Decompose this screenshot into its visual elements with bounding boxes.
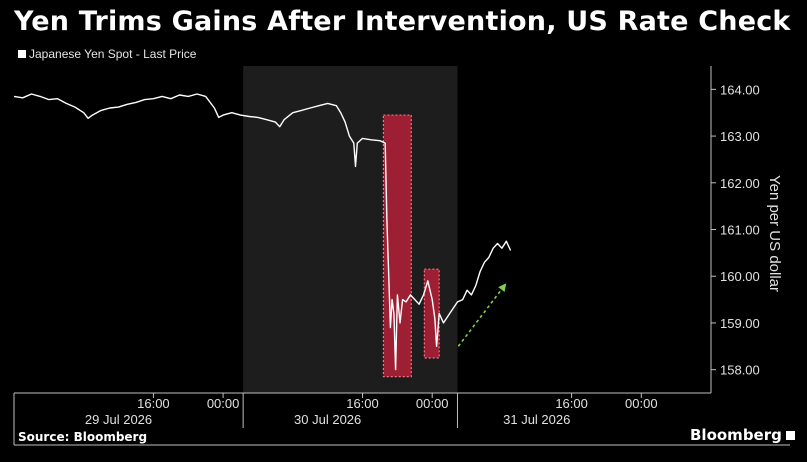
shaded-period [243, 66, 458, 393]
y-tick-label: 163.00 [720, 129, 760, 144]
series-line-yen-spot [13, 93, 512, 371]
y-tick-label: 160.00 [720, 269, 760, 284]
bloomberg-logo: Bloomberg [690, 426, 795, 444]
x-tick-label: 00:00 [207, 396, 240, 411]
x-date-label: 29 Jul 2026 [85, 412, 152, 427]
legend: Japanese Yen Spot - Last Price [18, 47, 196, 61]
x-tick-label: 16:00 [346, 396, 379, 411]
legend-swatch [18, 50, 26, 58]
legend-label: Japanese Yen Spot - Last Price [29, 47, 197, 61]
y-tick-label: 164.00 [720, 82, 760, 97]
trend-arrow-head [498, 283, 507, 293]
chart-title: Yen Trims Gains After Intervention, US R… [14, 6, 791, 37]
y-tick-label: 159.00 [720, 316, 760, 331]
x-tick-label: 16:00 [137, 396, 170, 411]
y-tick-label: 161.00 [720, 223, 760, 238]
source-note: Source: Bloomberg [18, 430, 148, 444]
x-tick-label: 00:00 [625, 396, 658, 411]
y-tick-label: 162.00 [720, 176, 760, 191]
x-tick-label: 00:00 [416, 396, 449, 411]
brand-mark-icon [785, 431, 795, 440]
x-tick-label: 16:00 [555, 396, 588, 411]
y-axis-title: Yen per US dollar [766, 175, 783, 292]
trend-arrow [457, 289, 503, 347]
y-tick-label: 158.00 [720, 363, 760, 378]
brand-label: Bloomberg [690, 426, 782, 444]
x-date-label: 30 Jul 2026 [294, 412, 361, 427]
x-date-label: 31 Jul 2026 [503, 412, 570, 427]
